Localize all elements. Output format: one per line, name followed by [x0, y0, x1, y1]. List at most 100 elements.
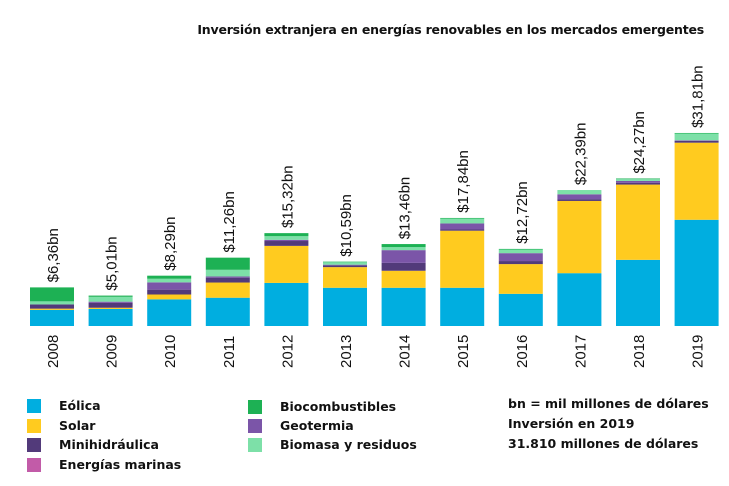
bar-segment-minihidráulica-2019 — [674, 140, 719, 143]
bar-segment-biomasa-y-residuos-2017 — [557, 190, 602, 195]
bar-segment-solar-2018 — [616, 184, 660, 260]
bar-group-2013 — [323, 261, 367, 326]
legend-swatch-minihidraulica — [27, 438, 41, 452]
chart-title: Inversión extranjera en energías renovab… — [197, 22, 704, 37]
bar-segment-geotermia-2015 — [440, 223, 485, 230]
bar-segment-geotermia-2012 — [264, 239, 309, 242]
bar-segment-eólica-2014 — [381, 287, 426, 326]
total-label-2010: $8,29bn — [162, 216, 179, 270]
bar-segment-biomasa-y-residuos-2016 — [498, 249, 543, 254]
bar-segment-minihidráulica-2014 — [381, 262, 426, 271]
note-unit: bn = mil millones de dólares — [508, 396, 709, 411]
bar-segment-solar-2009 — [88, 307, 133, 309]
legend-label: Eólica — [59, 398, 101, 413]
bar-group-2019 — [674, 132, 719, 326]
bar-group-2018 — [616, 178, 660, 326]
bar-segment-geotermia-2018 — [616, 180, 660, 183]
bar-segment-minihidráulica-2012 — [264, 241, 309, 246]
bar-segment-eólica-2016 — [498, 293, 543, 326]
bar-segment-biomasa-y-residuos-2011 — [205, 269, 250, 277]
legend-swatch-solar — [27, 419, 41, 433]
bar-segment-geotermia-2010 — [147, 282, 192, 290]
bar-segment-eólica-2008 — [30, 309, 74, 326]
total-label-2012: $15,32bn — [279, 165, 296, 228]
legend-swatch-biomasa — [248, 438, 262, 452]
x-tick-label-2009: 2009 — [104, 335, 121, 368]
bar-segment-minihidráulica-2011 — [205, 277, 250, 283]
bar-segment-geotermia-2019 — [674, 140, 719, 141]
x-tick-label-2008: 2008 — [45, 335, 62, 368]
bar-segment-biocombustibles-2011 — [205, 257, 250, 270]
legend-label: Solar — [59, 418, 96, 433]
bar-segment-solar-2008 — [30, 308, 74, 310]
x-tick-label-2018: 2018 — [631, 335, 648, 368]
bar-segment-biocombustibles-2018 — [616, 178, 660, 180]
bar-segment-biomasa-y-residuos-2010 — [147, 278, 192, 283]
legend-swatch-energias-marinas — [27, 458, 41, 472]
total-label-2014: $13,46bn — [397, 177, 414, 240]
bar-segment-solar-2011 — [205, 282, 250, 298]
bar-segment-biocombustibles-2008 — [30, 287, 74, 302]
bar-group-2016 — [498, 248, 543, 326]
bar-segment-biocombustibles-2010 — [147, 275, 192, 279]
bar-segment-minihidráulica-2017 — [557, 199, 602, 201]
bar-segment-eólica-2013 — [323, 287, 367, 326]
bar-segment-eólica-2015 — [440, 287, 485, 326]
bar-segment-biocombustibles-2019 — [674, 132, 719, 134]
bar-segment-biocombustibles-2015 — [440, 217, 485, 219]
note-investment-year: Inversión en 2019 — [508, 416, 635, 431]
bar-segment-biomasa-y-residuos-2009 — [88, 296, 133, 302]
bar-segment-geotermia-2009 — [88, 301, 133, 303]
legend-label: Geotermia — [280, 418, 354, 433]
bar-segment-solar-2017 — [557, 200, 602, 274]
total-label-2008: $6,36bn — [45, 228, 62, 282]
x-tick-label-2017: 2017 — [572, 335, 589, 368]
bar-segment-solar-2014 — [381, 270, 426, 288]
bar-segment-minihidráulica-2008 — [30, 304, 74, 309]
total-label-2013: $10,59bn — [338, 194, 355, 257]
x-tick-label-2016: 2016 — [514, 335, 531, 368]
total-label-2009: $5,01bn — [104, 236, 121, 290]
x-tick-label-2011: 2011 — [221, 336, 238, 368]
bar-segment-eólica-2009 — [88, 308, 133, 326]
bar-segment-eólica-2010 — [147, 299, 192, 326]
bar-segment-solar-2019 — [674, 142, 719, 220]
bar-segment-minihidráulica-2009 — [88, 302, 133, 308]
bar-segment-eólica-2011 — [205, 297, 250, 326]
x-tick-label-2019: 2019 — [690, 335, 707, 368]
bar-segment-eólica-2018 — [616, 259, 660, 326]
bar-segment-minihidráulica-2016 — [498, 261, 543, 265]
bar-segment-biomasa-y-residuos-2012 — [264, 236, 309, 240]
bar-segment-solar-2012 — [264, 245, 309, 283]
bar-segment-minihidráulica-2018 — [616, 182, 660, 185]
x-tick-label-2010: 2010 — [162, 335, 179, 368]
bar-segment-geotermia-2011 — [205, 276, 250, 278]
legend-swatch-geotermia — [248, 419, 262, 433]
legend-label: Biocombustibles — [280, 399, 397, 414]
bar-group-2015 — [440, 217, 485, 326]
bar-segment-biocombustibles-2016 — [498, 248, 543, 250]
legend-swatch-eolica — [27, 399, 41, 413]
bar-group-2011 — [205, 257, 250, 326]
bar-segment-eólica-2017 — [557, 273, 602, 326]
legend-swatch-biocombustibles — [248, 400, 262, 414]
bar-segment-solar-2013 — [323, 267, 367, 288]
bar-segment-minihidráulica-2015 — [440, 229, 485, 231]
bar-segment-biocombustibles-2009 — [88, 295, 133, 297]
note-investment-total: 31.810 millones de dólares — [508, 436, 699, 451]
total-label-2015: $17,84bn — [455, 150, 472, 213]
bar-segment-biomasa-y-residuos-2013 — [323, 262, 367, 265]
x-tick-label-2012: 2012 — [279, 335, 296, 368]
bar-group-2008 — [30, 287, 74, 326]
bar-segment-solar-2016 — [498, 264, 543, 294]
bar-segment-minihidráulica-2013 — [323, 265, 367, 268]
bar-group-2017 — [557, 190, 602, 326]
total-label-2016: $12,72bn — [514, 181, 531, 244]
bar-group-2014 — [381, 244, 426, 326]
bar-segment-eólica-2019 — [674, 219, 719, 326]
bar-segment-geotermia-2013 — [323, 264, 367, 266]
bar-segment-biomasa-y-residuos-2018 — [616, 179, 660, 181]
total-label-2017: $22,39bn — [572, 123, 589, 186]
bar-segment-eólica-2012 — [264, 282, 309, 326]
legend-label: Energías marinas — [59, 457, 182, 472]
